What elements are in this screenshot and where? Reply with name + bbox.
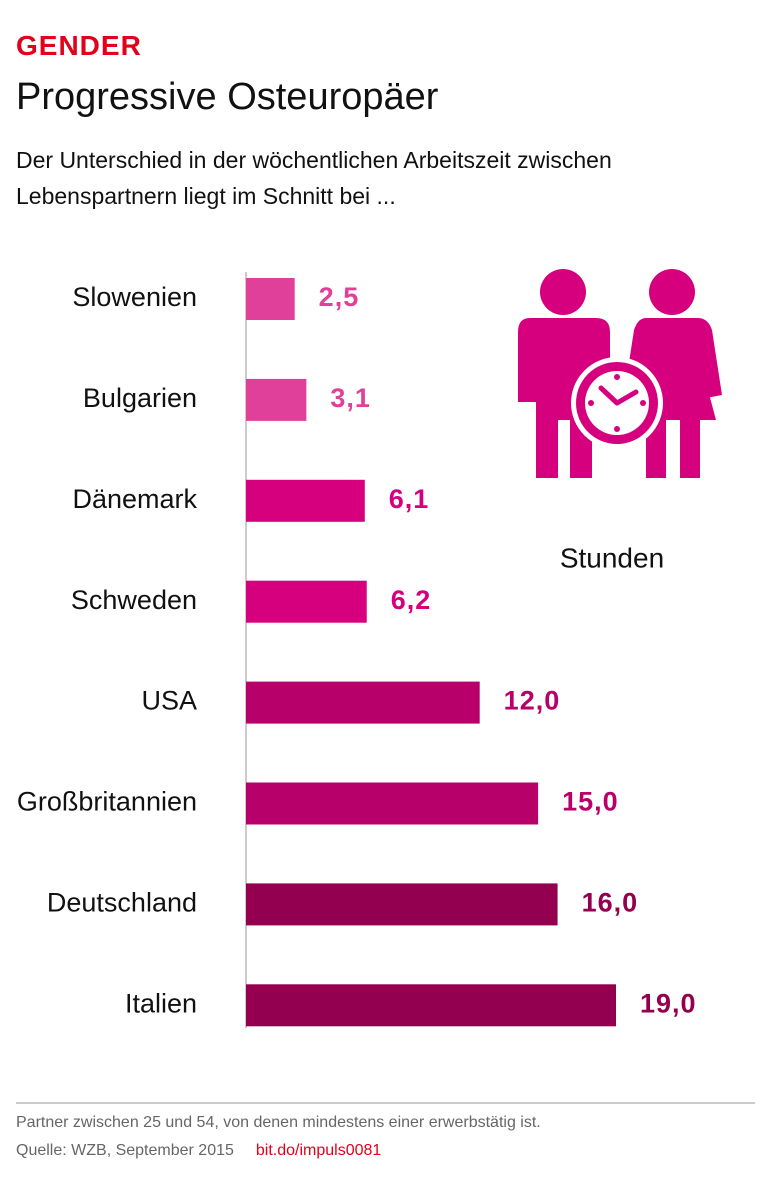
bar: [246, 782, 539, 825]
bar: [246, 580, 367, 623]
unit-label: Stunden: [560, 542, 664, 573]
kicker: GENDER: [16, 30, 142, 61]
value-label: 12,0: [504, 686, 561, 716]
y-tick-label: USA: [141, 686, 197, 716]
value-label: 2,5: [319, 282, 360, 312]
y-tick-label: Schweden: [71, 585, 197, 615]
y-tick-label: Italien: [125, 988, 197, 1018]
value-label: 3,1: [330, 383, 371, 413]
value-label: 6,1: [389, 484, 430, 514]
bar: [246, 278, 295, 320]
y-tick-label: Slowenien: [72, 282, 197, 312]
value-label: 15,0: [562, 787, 619, 817]
bar: [246, 681, 480, 724]
couple-icon: [518, 269, 722, 478]
bar: [246, 378, 307, 421]
chart-title: Progressive Osteuropäer: [16, 76, 439, 118]
link[interactable]: bit.do/impuls0081: [255, 1142, 382, 1159]
bar: [246, 883, 558, 926]
value-label: 19,0: [640, 988, 697, 1018]
y-tick-label: Deutschland: [47, 888, 197, 918]
y-tick-label: Dänemark: [72, 484, 197, 514]
subtitle: Der Unterschied in der wöchentlichen Arb…: [16, 147, 612, 209]
bar: [246, 984, 616, 1027]
y-tick-label: Bulgarien: [83, 383, 197, 413]
value-label: 6,2: [391, 585, 432, 615]
value-label: 16,0: [582, 888, 639, 918]
source: Quelle: WZB, September 2015: [16, 1142, 234, 1159]
y-tick-label: Großbritannien: [17, 787, 197, 817]
bar: [246, 479, 365, 522]
footer-source: Quelle: WZB, September 2015 bit.do/impuls…: [16, 1142, 381, 1160]
footer-note: Partner zwischen 25 und 54, von denen mi…: [16, 1114, 541, 1131]
